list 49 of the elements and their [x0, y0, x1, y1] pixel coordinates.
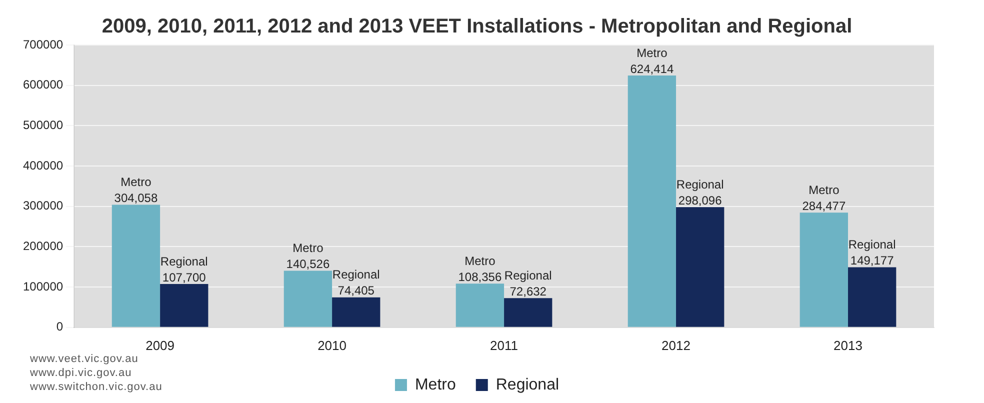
text: Metro	[120, 175, 152, 190]
data-label: 140,526	[286, 257, 330, 272]
text: Metro	[808, 182, 840, 197]
bar	[504, 298, 552, 327]
y-tick-label: 700000	[22, 37, 64, 52]
text: www.switchon.vic.gov.au	[30, 380, 162, 394]
text: Metro	[292, 241, 324, 256]
data-label: 74,405	[338, 284, 375, 298]
bar	[160, 284, 208, 327]
bar	[332, 297, 380, 327]
data-label: 72,632	[510, 284, 547, 298]
legend-label: Regional	[496, 376, 560, 394]
text: Metro	[464, 254, 496, 268]
data-label: 624,414	[630, 62, 674, 76]
x-tick-label: 2010	[318, 338, 346, 353]
data-label: 298,096	[678, 193, 722, 208]
text: Regional	[332, 268, 380, 282]
bar	[284, 270, 332, 327]
bar	[456, 284, 504, 327]
y-tick-label: 200000	[22, 239, 64, 254]
y-tick-label: 400000	[22, 158, 64, 172]
text: Metro	[636, 46, 668, 60]
bar	[628, 75, 676, 327]
data-label: 284,477	[802, 198, 846, 213]
data-label: 107,700	[162, 270, 206, 284]
y-tick-label: 0	[56, 320, 64, 334]
text: www.veet.vic.gov.au	[30, 352, 140, 366]
bar	[676, 207, 724, 327]
x-tick-label: 2009	[146, 338, 174, 353]
data-label: 304,058	[114, 191, 158, 206]
bar	[848, 267, 896, 327]
x-tick-label: 2011	[490, 338, 518, 353]
data-label: 149,177	[850, 254, 894, 268]
text: www.dpi.vic.gov.au	[30, 366, 133, 380]
bar	[112, 204, 160, 327]
y-tick-label: 500000	[22, 118, 64, 132]
x-tick-label: 2012	[662, 338, 690, 353]
bar	[800, 212, 848, 327]
data-label: 108,356	[458, 270, 502, 284]
text: Regional	[848, 238, 896, 252]
y-tick-label: 100000	[22, 279, 64, 294]
chart-title: 2009, 2010, 2011, 2012 and 2013 VEET Installations - Metropolitan and Regional	[102, 16, 852, 38]
text: Regional	[160, 254, 208, 268]
y-tick-label: 300000	[22, 198, 64, 213]
text: Regional	[504, 268, 552, 282]
y-tick-label: 600000	[22, 78, 64, 92]
x-tick-label: 2013	[834, 338, 862, 353]
text: Regional	[676, 177, 724, 192]
legend-label: Metro	[414, 376, 456, 394]
